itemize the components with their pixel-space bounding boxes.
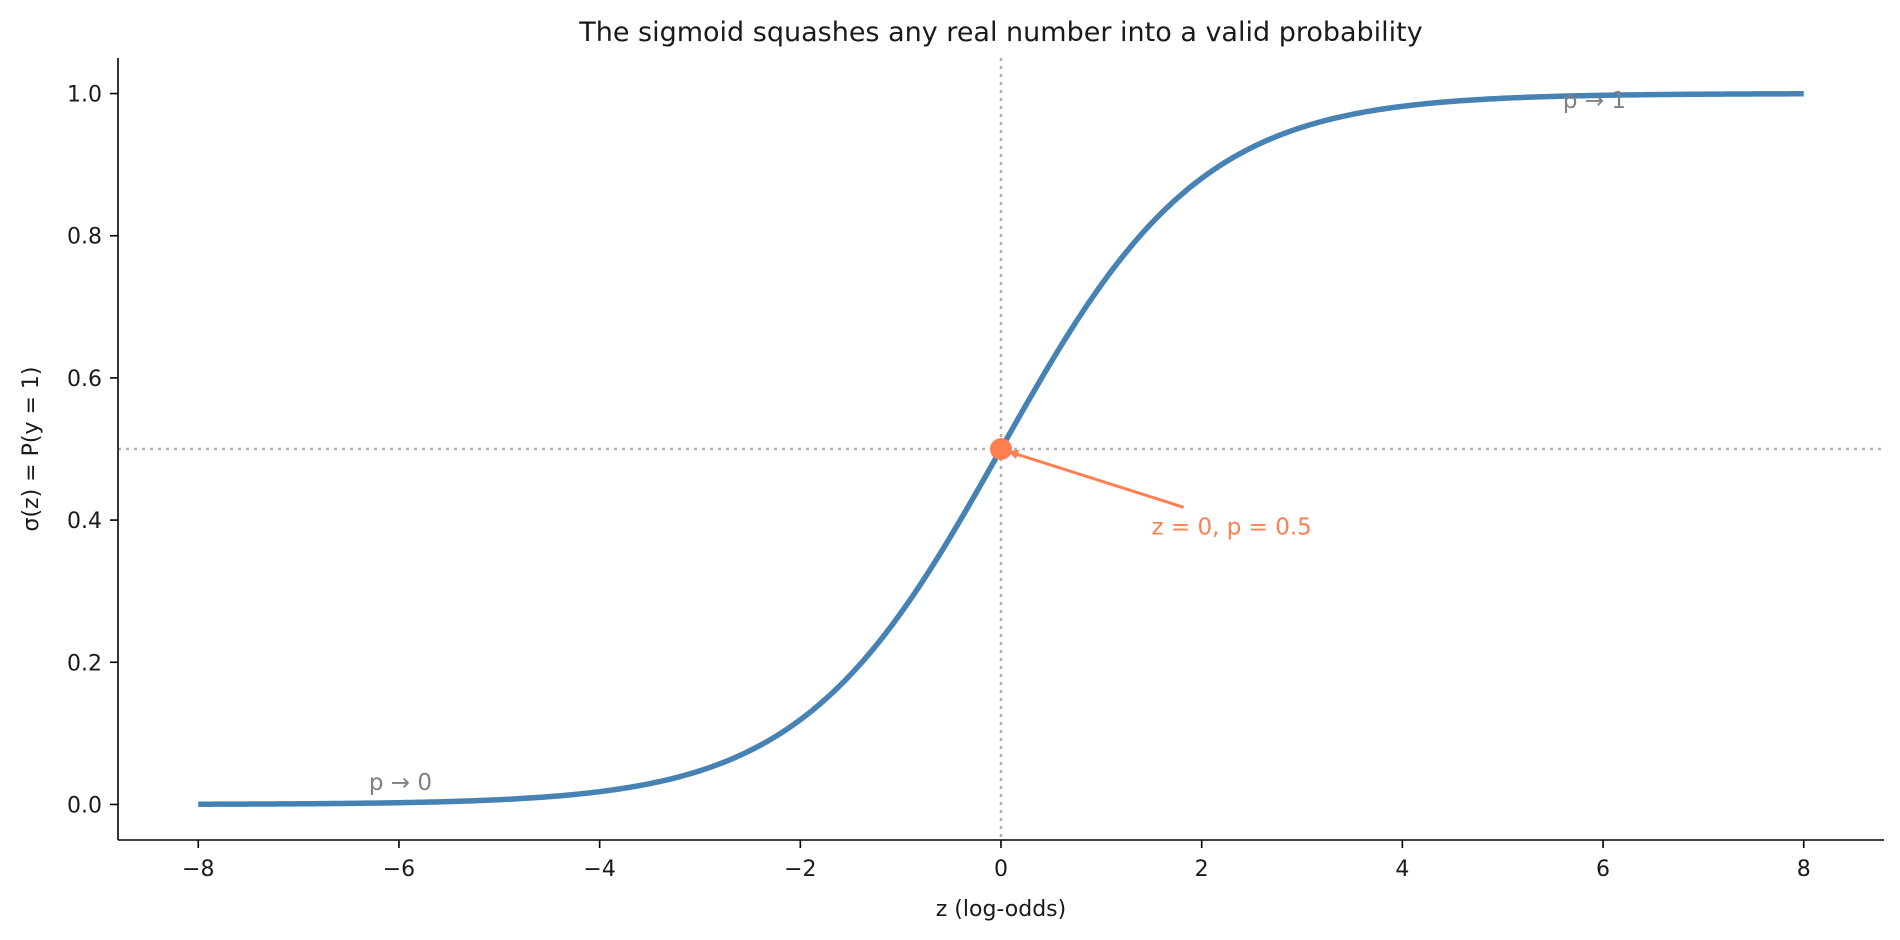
annotation-text-1: p → 0 (369, 770, 432, 796)
y-tick-label: 1.0 (67, 83, 102, 108)
x-axis-ticks: −8 −6 −4 −2 0 2 4 6 8 (182, 840, 1811, 882)
annotation-text-0: z = 0, p = 0.5 (1152, 514, 1312, 540)
y-tick-label: 0.2 (67, 651, 102, 676)
y-tick-label: 0.4 (67, 509, 102, 534)
y-axis-ticks: 0.0 0.2 0.4 0.6 0.8 1.0 (67, 83, 118, 818)
chart-title: The sigmoid squashes any real number int… (578, 17, 1423, 48)
x-tick-label: −2 (784, 857, 816, 882)
x-axis-label: z (log-odds) (936, 897, 1066, 922)
annotation-text-2: p → 1 (1563, 88, 1626, 114)
x-tick-label: 2 (1195, 857, 1209, 882)
x-tick-label: 4 (1395, 857, 1409, 882)
annotation-layer: z = 0, p = 0.5 p → 0 p → 1 (369, 88, 1626, 796)
annotation-arrow (1008, 449, 1185, 509)
x-tick-label: −4 (583, 857, 615, 882)
x-tick-label: −6 (383, 857, 415, 882)
x-tick-label: −8 (182, 857, 214, 882)
y-tick-label: 0.0 (67, 793, 102, 818)
y-tick-label: 0.8 (67, 225, 102, 250)
y-axis-label: σ(z) = P(y = 1) (19, 367, 44, 532)
x-tick-label: 0 (994, 857, 1008, 882)
x-tick-label: 6 (1596, 857, 1610, 882)
x-tick-label: 8 (1797, 857, 1811, 882)
highlight-point (990, 438, 1012, 460)
y-tick-label: 0.6 (67, 367, 102, 392)
